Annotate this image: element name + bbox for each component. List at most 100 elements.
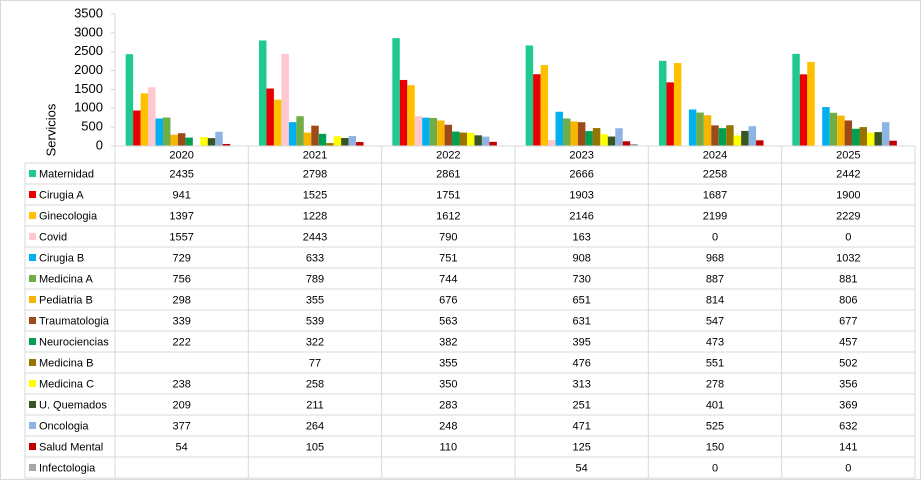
- y-tick-label: 3000: [74, 24, 103, 39]
- table-value: 2199: [703, 210, 727, 222]
- table-value: 908: [572, 252, 590, 264]
- bar: [133, 110, 141, 146]
- bar: [889, 140, 897, 146]
- table-value: 355: [439, 357, 457, 369]
- legend-label: Ginecologia: [39, 210, 98, 222]
- bar: [474, 135, 482, 146]
- bar: [859, 127, 867, 146]
- bar: [163, 117, 171, 146]
- table-value: 968: [706, 252, 724, 264]
- legend-label: Medicina A: [39, 273, 93, 285]
- table-value: 525: [706, 420, 724, 432]
- bar: [185, 137, 193, 146]
- bar: [799, 74, 808, 146]
- bar: [296, 116, 304, 146]
- bar: [348, 136, 357, 146]
- legend-label: Medicina B: [39, 357, 93, 369]
- table-value: 941: [172, 189, 190, 201]
- bar: [303, 132, 312, 146]
- table-value: 2435: [169, 168, 193, 180]
- bar: [148, 87, 156, 146]
- x-tick-label: 2021: [303, 149, 327, 161]
- table-value: 110: [440, 441, 458, 453]
- table-value: 2861: [436, 168, 460, 180]
- legend-label: Neurociencias: [39, 336, 109, 348]
- bar: [326, 143, 334, 146]
- bar: [140, 93, 149, 146]
- bar: [592, 128, 601, 146]
- table-value: 881: [839, 273, 857, 285]
- table-value: 1397: [169, 210, 193, 222]
- bar: [711, 125, 719, 146]
- bar: [311, 125, 319, 146]
- table-value: 651: [572, 294, 590, 306]
- table-value: 2442: [836, 168, 860, 180]
- legend-swatch: [29, 443, 36, 450]
- table-value: 54: [576, 462, 588, 474]
- bar: [696, 112, 704, 146]
- table-value: 2666: [569, 168, 593, 180]
- bar: [200, 137, 208, 146]
- legend-label: Traumatologia: [39, 315, 110, 327]
- bar: [444, 124, 453, 146]
- table-value: 141: [839, 441, 857, 453]
- legend-swatch: [29, 464, 36, 471]
- table-value: 150: [706, 441, 724, 453]
- legend-swatch: [29, 380, 36, 387]
- bar: [392, 38, 400, 147]
- legend-label: U. Quemados: [39, 399, 107, 411]
- bar: [266, 88, 274, 146]
- bar: [607, 136, 616, 146]
- bar: [489, 141, 497, 146]
- legend-label: Covid: [39, 231, 67, 243]
- table-value: 1900: [836, 189, 860, 201]
- table-value: 0: [712, 231, 718, 243]
- table-value: 0: [845, 462, 851, 474]
- bar: [155, 118, 163, 146]
- bar: [399, 79, 408, 146]
- bar: [170, 134, 178, 146]
- legend-swatch: [29, 338, 36, 345]
- table-value: 2229: [836, 210, 860, 222]
- table-value: 457: [839, 336, 857, 348]
- bar: [792, 53, 800, 146]
- table-value: 806: [839, 294, 857, 306]
- table-value: 211: [306, 399, 324, 411]
- table-value: 502: [839, 357, 857, 369]
- table-value: 887: [706, 273, 724, 285]
- bar: [733, 135, 742, 146]
- table-value: 751: [439, 252, 457, 264]
- table-value: 298: [172, 294, 190, 306]
- legend-swatch: [29, 296, 36, 303]
- legend-swatch: [29, 275, 36, 282]
- bar: [422, 117, 430, 146]
- table-value: 631: [572, 315, 590, 327]
- bar: [540, 65, 549, 146]
- x-tick-label: 2023: [569, 149, 593, 161]
- table-value: 551: [706, 357, 724, 369]
- bar: [407, 85, 415, 146]
- table-value: 2146: [569, 210, 593, 222]
- bar: [673, 63, 682, 146]
- table-value: 547: [706, 315, 724, 327]
- bar: [481, 136, 490, 146]
- bar: [867, 132, 875, 146]
- table-value: 355: [306, 294, 324, 306]
- legend-swatch: [29, 170, 36, 177]
- table-value: 790: [439, 231, 457, 243]
- bar: [467, 132, 475, 146]
- y-tick-label: 1500: [74, 81, 103, 96]
- bar: [533, 74, 541, 146]
- table-value: 0: [712, 462, 718, 474]
- legend-swatch: [29, 317, 36, 324]
- bar: [726, 125, 734, 146]
- y-tick-label: 0: [96, 137, 103, 152]
- x-tick-label: 2020: [169, 149, 193, 161]
- legend-swatch: [29, 254, 36, 261]
- legend-label: Medicina C: [39, 378, 94, 390]
- table-value: 2798: [303, 168, 327, 180]
- table-value: 283: [439, 399, 457, 411]
- legend-label: Pediatria B: [39, 294, 93, 306]
- table-value: 278: [706, 378, 724, 390]
